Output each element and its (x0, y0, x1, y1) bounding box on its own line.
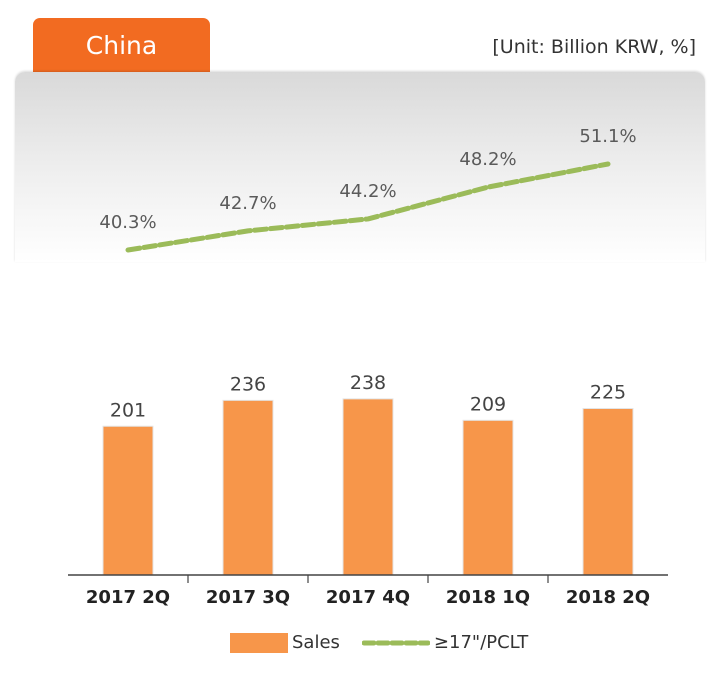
bar-2 (342, 398, 394, 576)
line-value-label-3: 48.2% (459, 149, 516, 170)
unit-label: [Unit: Billion KRW, %] (492, 36, 696, 58)
chart-legend: Sales ≥17"/PCLT (230, 632, 528, 653)
line-value-label-2: 44.2% (339, 181, 396, 202)
bar-1 (222, 399, 274, 576)
legend-share-swatch (361, 640, 430, 645)
region-tab-china[interactable]: China (33, 18, 210, 72)
line-value-label-4: 51.1% (579, 126, 636, 147)
bar-value-label-0: 201 (110, 399, 146, 421)
legend-sales-label: Sales (292, 632, 340, 653)
share-line (125, 161, 611, 253)
bar-value-label-4: 225 (590, 382, 626, 404)
bar-4 (582, 408, 634, 576)
line-value-label-0: 40.3% (99, 212, 156, 233)
x-tick-label-0: 2017 2Q (86, 587, 170, 608)
region-tab-label: China (85, 30, 158, 60)
x-tick-label-1: 2017 3Q (206, 587, 290, 608)
bar-value-label-1: 236 (230, 373, 266, 395)
x-tick-label-4: 2018 2Q (566, 587, 650, 608)
bar-series-group: 201 236 238 209 225 (102, 372, 634, 576)
bar-value-label-3: 209 (470, 393, 506, 415)
line-series-group: 40.3% 42.7% 44.2% 48.2% 51.1% (99, 126, 637, 253)
bar-3 (462, 419, 514, 576)
bar-value-label-2: 238 (350, 372, 386, 394)
legend-sales-swatch (230, 632, 288, 653)
x-tick-label-3: 2018 1Q (446, 587, 530, 608)
bar-0 (102, 425, 154, 576)
x-tick-label-2: 2017 4Q (326, 587, 410, 608)
x-axis-ticks: 2017 2Q 2017 3Q 2017 4Q 2018 1Q 2018 2Q (86, 575, 650, 608)
line-value-label-1: 42.7% (219, 193, 276, 214)
legend-share-label: ≥17"/PCLT (433, 632, 529, 653)
